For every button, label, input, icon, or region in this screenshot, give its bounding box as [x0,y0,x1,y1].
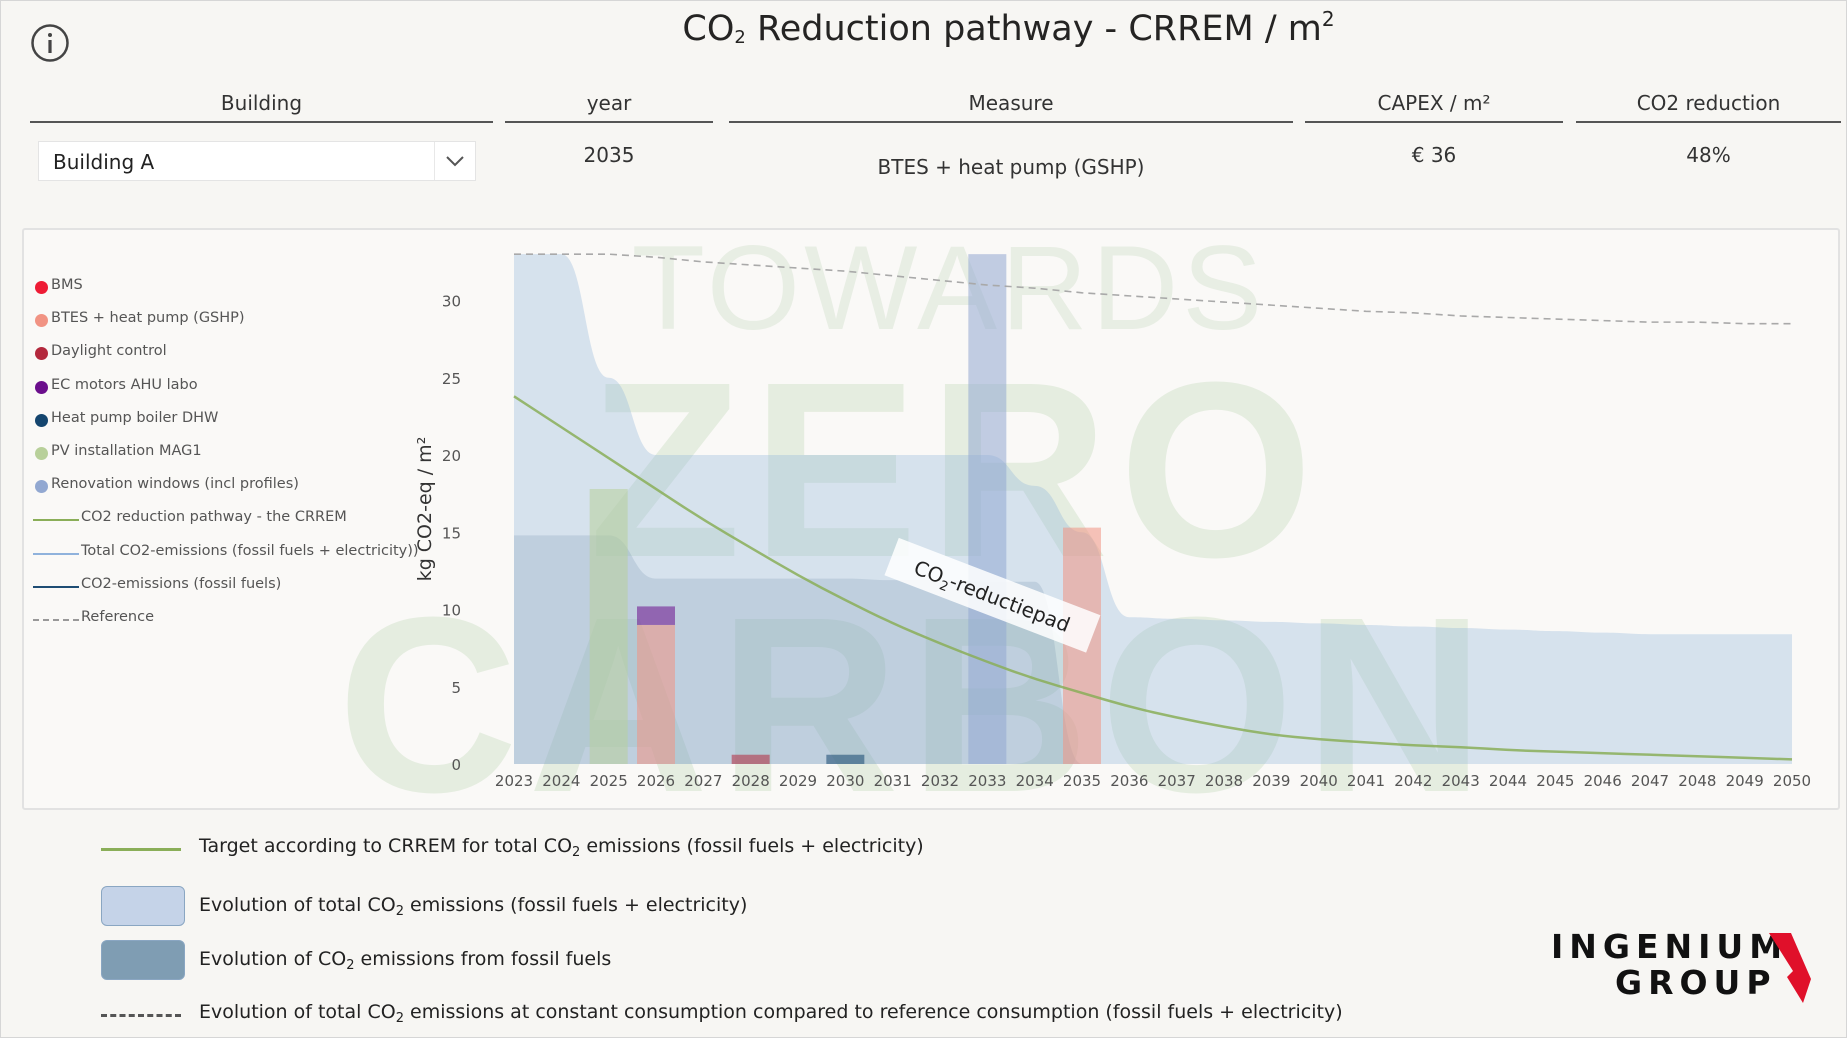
legend-dot-icon [35,380,48,394]
legend-label: EC motors AHU labo [51,376,198,393]
chart-legend: BMS BTES + heat pump (GSHP) Daylight contr… [31,277,419,642]
header-co2-reduction: CO2 reduction [1576,91,1841,123]
explanation-text: Evolution of total CO2 emissions at cons… [199,1001,1343,1026]
legend-item[interactable]: CO2-emissions (fossil fuels) [31,576,401,609]
legend-label: Total CO2-emissions (fossil fuels + elec… [81,542,419,559]
year-value: 2035 [583,143,635,167]
text-part: emissions from fossil fuels [354,948,612,970]
title-main: Reduction pathway - CRREM / m [745,9,1322,49]
explanation-item: Evolution of CO2 emissions from fossil f… [99,940,1299,990]
text-part: Target according to CRREM for total CO [199,835,573,857]
explanation-text: Target according to CRREM for total CO2 … [199,835,924,860]
legend-dot-icon [35,446,48,460]
legend-label: CO2-emissions (fossil fuels) [81,575,282,592]
ingenium-group-logo: INGENIUM GROUP [1549,927,1811,1003]
legend-label: Daylight control [51,343,167,360]
legend-dot-icon [35,347,48,361]
text-subscript: 2 [346,958,355,973]
info-icon[interactable] [30,23,70,63]
building-dropdown-value: Building A [53,150,155,174]
legend-label: BMS [51,277,83,293]
explanation-text: Evolution of total CO2 emissions (fossil… [199,894,747,919]
legend-line-icon [33,618,79,621]
legend-item[interactable]: BTES + heat pump (GSHP) [31,310,401,343]
header-measure: Measure [729,91,1293,123]
legend-item[interactable]: Renovation windows (incl profiles) [31,476,401,509]
header-building: Building [30,91,493,123]
legend-item[interactable]: Reference [31,609,401,642]
header-capex: CAPEX / m² [1305,91,1563,123]
chevron-down-icon[interactable] [434,142,475,180]
text-part: Evolution of total CO [199,1001,396,1023]
legend-dot-icon [35,281,48,294]
page-title: CO2 Reduction pathway - CRREM / m2 [1,7,1846,49]
legend-line-icon [33,519,79,522]
title-subscript: 2 [734,27,746,48]
legend-label: BTES + heat pump (GSHP) [51,310,245,327]
legend-dot-icon [35,314,48,328]
text-part: emissions (fossil fuels + electricity) [580,835,924,857]
text-subscript: 2 [572,845,581,860]
measure-value: BTES + heat pump (GSHP) [877,155,1145,179]
explanation-item: Evolution of total CO2 emissions (fossil… [99,886,1299,936]
text-part: emissions at constant consumption compar… [403,1001,1343,1023]
title-prefix: CO [682,9,735,49]
legend-item[interactable]: BMS [31,277,401,310]
legend-item[interactable]: CO2 reduction pathway - the CRREM [31,509,401,542]
capex-value: € 36 [1411,143,1457,167]
area-swatch [101,940,185,980]
reference-dash-swatch [101,1014,181,1017]
logo-line1: INGENIUM [1551,927,1789,966]
legend-label: Reference [81,608,155,625]
explanation-item: Target according to CRREM for total CO2 … [99,831,1299,881]
legend-label: CO2 reduction pathway - the CRREM [81,509,347,526]
explanation-text: Evolution of CO2 emissions from fossil f… [199,948,611,973]
legend-line-icon [33,552,79,555]
text-part: Evolution of CO [199,948,347,970]
logo-accent-icon [1769,933,1811,1003]
legend-item[interactable]: EC motors AHU labo [31,377,401,410]
explanation-item: Evolution of total CO2 emissions at cons… [99,997,1343,1037]
legend-label: Heat pump boiler DHW [51,409,219,426]
area-swatch [101,886,185,926]
text-subscript: 2 [395,904,404,919]
target-line-swatch [101,848,181,851]
legend-label: Renovation windows (incl profiles) [51,476,299,493]
co2-reduction-value: 48% [1686,143,1731,167]
text-part: emissions (fossil fuels + electricity) [403,894,748,916]
legend-item[interactable]: PV installation MAG1 [31,443,401,476]
legend-dot-icon [35,480,48,494]
legend-dot-icon [35,413,48,427]
legend-label: PV installation MAG1 [51,442,202,459]
text-subscript: 2 [395,1011,404,1026]
legend-item[interactable]: Total CO2-emissions (fossil fuels + elec… [31,543,419,576]
text-part: Evolution of total CO [199,894,396,916]
header-year: year [505,91,713,123]
logo-line2: GROUP [1615,963,1777,1002]
title-superscript: 2 [1321,7,1335,31]
legend-item[interactable]: Daylight control [31,343,401,376]
legend-line-icon [33,585,79,588]
building-dropdown[interactable]: Building A [38,141,476,181]
legend-item[interactable]: Heat pump boiler DHW [31,410,401,443]
